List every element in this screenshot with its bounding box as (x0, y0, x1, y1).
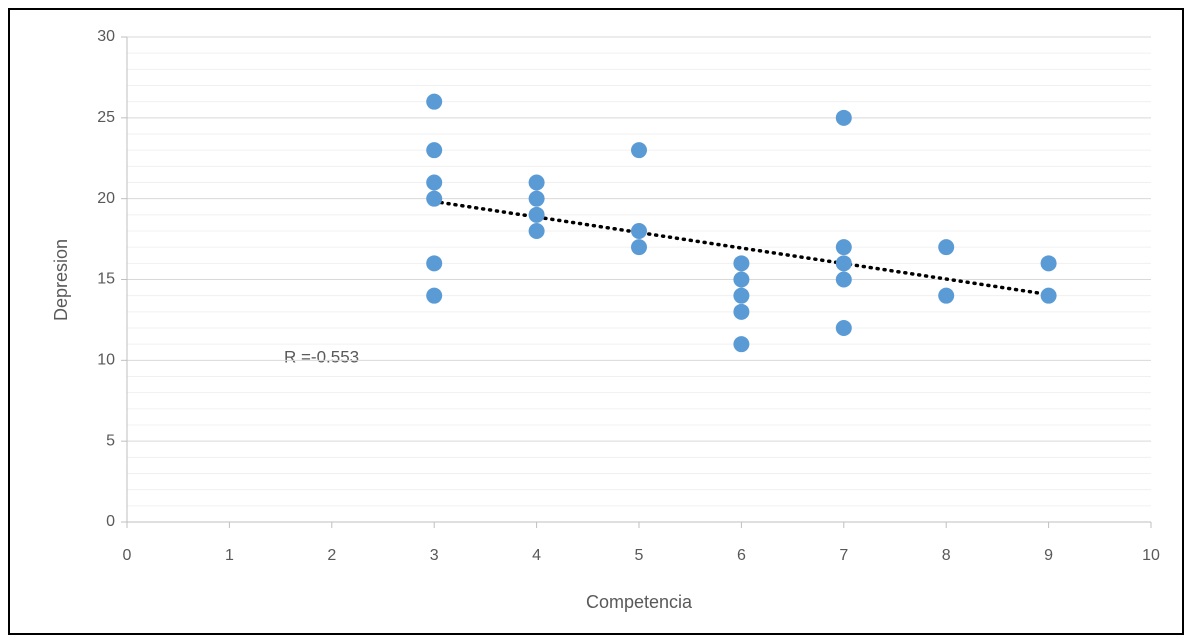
data-point (733, 336, 750, 353)
y-tick-label: 10 (97, 352, 115, 369)
x-tick-label: 8 (942, 547, 951, 564)
data-point (1040, 287, 1057, 304)
data-point (733, 287, 750, 304)
y-tick-label: 0 (106, 513, 115, 530)
data-point (631, 223, 647, 239)
y-tick-label: 30 (97, 28, 115, 45)
data-point (835, 271, 852, 288)
x-tick-label: 6 (737, 547, 746, 564)
data-point (835, 320, 852, 336)
annotation: R =-0.553 (284, 347, 359, 366)
x-axis-label: Competencia (586, 592, 693, 612)
data-point (528, 206, 545, 223)
data-point (426, 93, 443, 110)
data-point (426, 190, 443, 207)
data-point (733, 303, 750, 320)
x-tick-label: 0 (123, 547, 132, 564)
data-point (528, 190, 545, 207)
data-point (938, 287, 955, 304)
y-tick-label: 20 (97, 190, 115, 207)
y-axis-label: Depresion (51, 239, 71, 321)
data-point (835, 239, 852, 256)
x-tick-label: 2 (327, 547, 336, 564)
data-point (426, 255, 443, 272)
x-tick-label: 7 (839, 547, 848, 564)
data-point (835, 109, 852, 126)
y-tick-label: 5 (106, 432, 115, 449)
data-point (426, 174, 443, 191)
y-tick-label: 25 (97, 109, 115, 126)
data-point (1040, 255, 1057, 272)
data-point (733, 255, 750, 272)
data-point (631, 239, 647, 256)
x-tick-label: 4 (532, 547, 541, 564)
data-point (733, 271, 750, 288)
y-tick-label: 15 (97, 271, 115, 288)
data-point (426, 287, 443, 304)
data-point (528, 174, 545, 191)
data-point (631, 142, 647, 159)
data-point (938, 239, 955, 256)
x-tick-label: 3 (430, 547, 439, 564)
data-point (528, 223, 545, 239)
chart-frame (8, 8, 1184, 635)
data-point (835, 255, 852, 272)
x-tick-label: 5 (635, 547, 644, 564)
x-tick-label: 9 (1044, 547, 1053, 564)
x-tick-label: 10 (1142, 547, 1160, 564)
x-tick-label: 1 (225, 547, 234, 564)
data-point (426, 142, 443, 159)
